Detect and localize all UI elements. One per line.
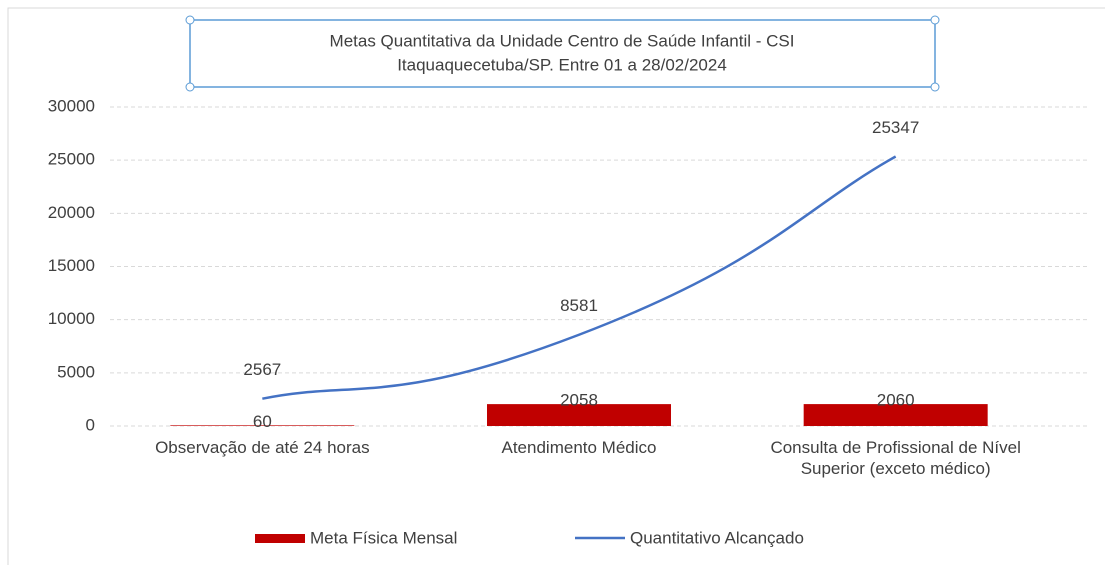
handle bbox=[930, 15, 940, 25]
legend-swatch bbox=[255, 534, 305, 543]
legend-label: Meta Física Mensal bbox=[310, 528, 457, 547]
data-label: 2058 bbox=[560, 391, 598, 410]
x-tick-label: Consulta de Profissional de Nível Superi… bbox=[770, 438, 1021, 478]
data-label: 2060 bbox=[877, 391, 915, 410]
x-tick-label: Observação de até 24 horas bbox=[155, 438, 370, 457]
bar bbox=[170, 425, 355, 426]
data-label: 2567 bbox=[243, 360, 281, 379]
bar bbox=[487, 404, 671, 426]
legend-label: Quantitativo Alcançado bbox=[630, 528, 804, 547]
y-tick-label: 5000 bbox=[57, 362, 95, 381]
data-label: 25347 bbox=[872, 118, 919, 137]
handle bbox=[185, 82, 195, 92]
x-tick-label: Atendimento Médico bbox=[501, 438, 657, 457]
title-box bbox=[189, 19, 936, 88]
line bbox=[262, 155, 897, 400]
y-tick-label: 0 bbox=[86, 415, 95, 434]
chart-title: Metas Quantitativa da Unidade Centro de … bbox=[330, 31, 795, 50]
y-tick-label: 10000 bbox=[48, 309, 95, 328]
chart-title: Itaquaquecetuba/SP. Entre 01 a 28/02/202… bbox=[397, 55, 727, 74]
y-tick-label: 30000 bbox=[48, 96, 95, 115]
y-tick-label: 25000 bbox=[48, 150, 95, 169]
handle bbox=[185, 15, 195, 25]
chart-frame bbox=[7, 7, 1105, 565]
y-tick-label: 20000 bbox=[48, 203, 95, 222]
handle bbox=[930, 82, 940, 92]
data-label: 60 bbox=[253, 412, 272, 431]
bar bbox=[803, 404, 988, 426]
data-label: 8581 bbox=[560, 296, 598, 315]
y-tick-label: 15000 bbox=[48, 256, 95, 275]
